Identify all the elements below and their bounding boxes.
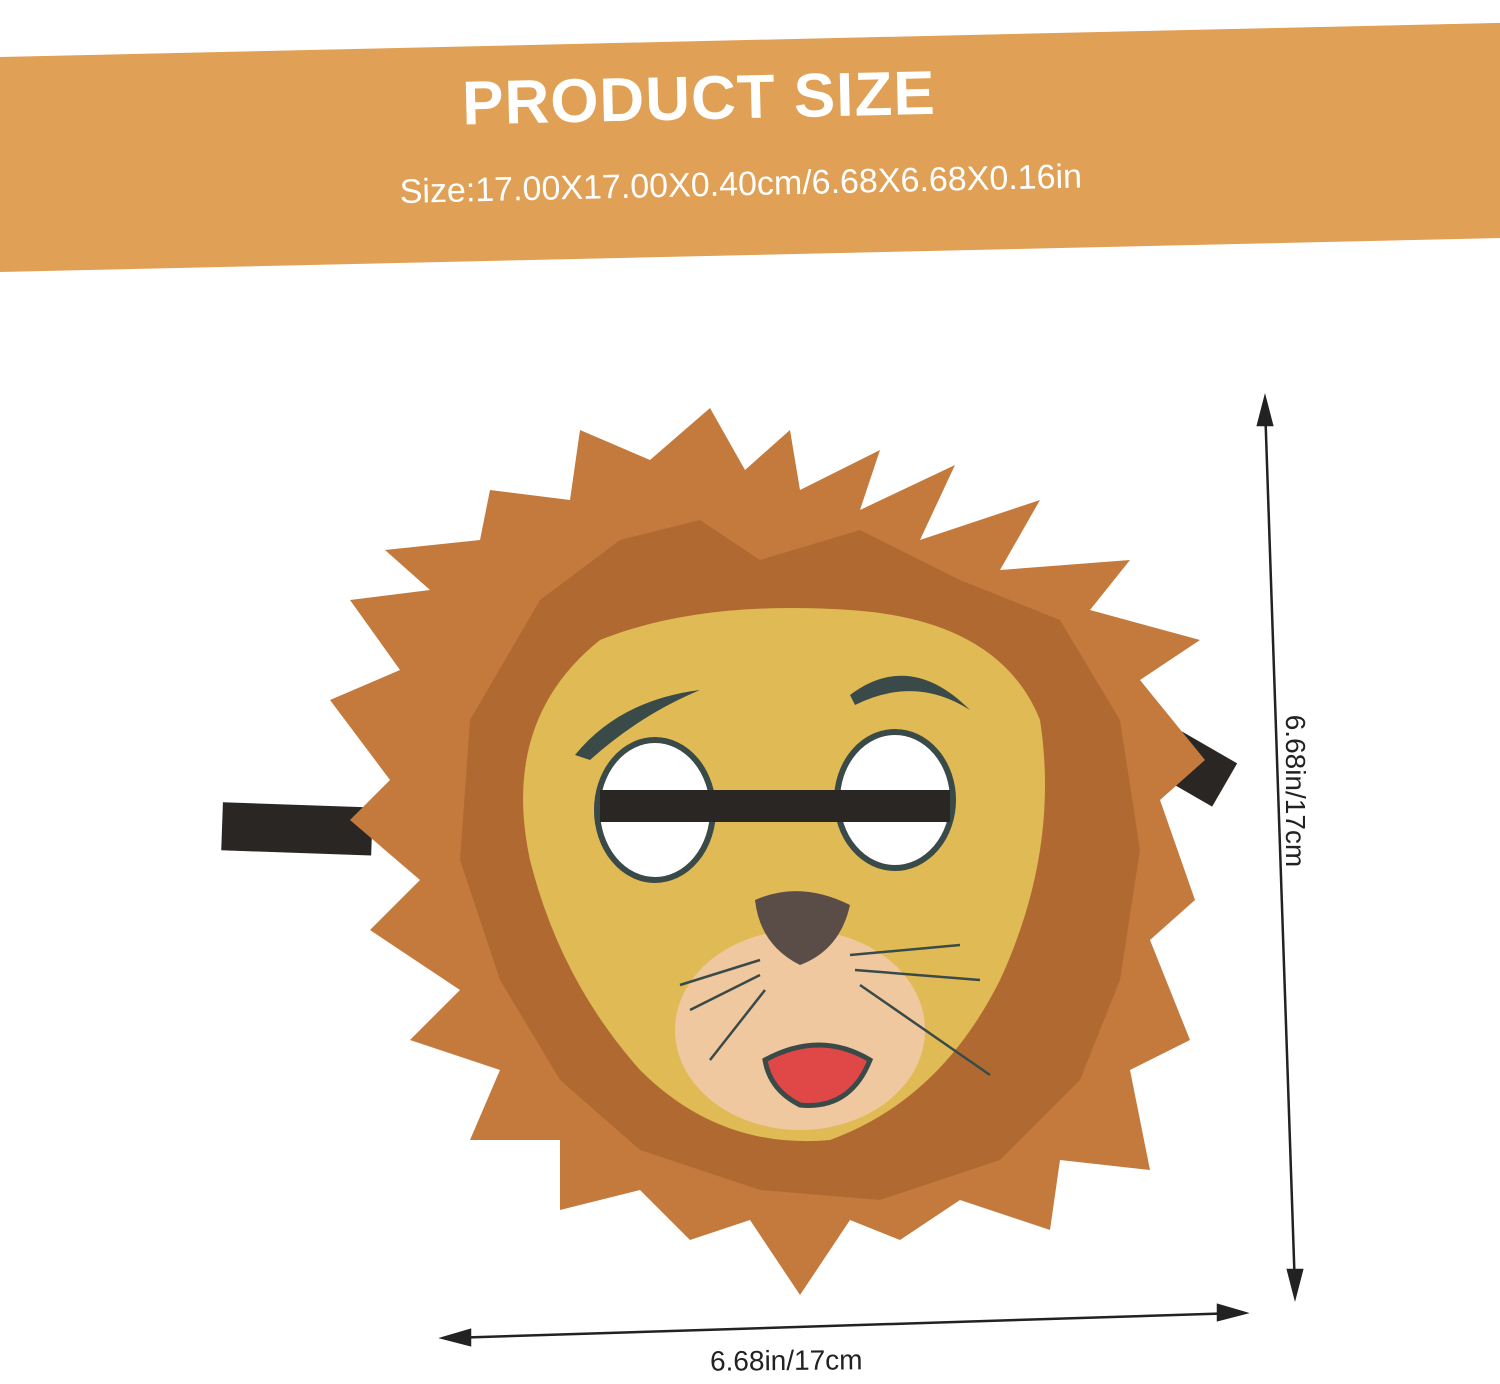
height-dimension-label: 6.68in/17cm bbox=[1280, 714, 1311, 868]
width-dimension-label: 6.68in/17cm bbox=[709, 1344, 863, 1377]
